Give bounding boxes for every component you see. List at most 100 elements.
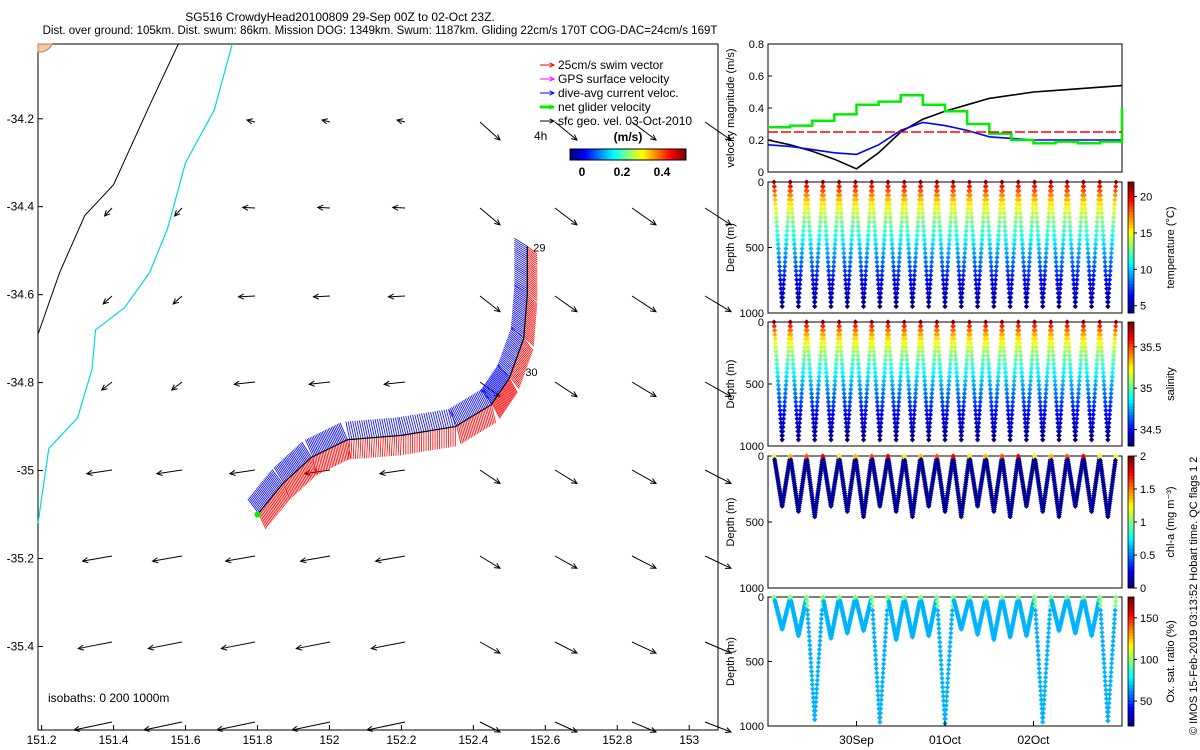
section-point [840, 237, 846, 243]
sfc-velocity-arrow [152, 555, 183, 562]
section-point [820, 188, 826, 194]
section-point [790, 223, 796, 229]
section-point [1002, 232, 1009, 238]
section-colorbar-swatch [1128, 286, 1134, 291]
section-colorbar-swatch [1128, 522, 1134, 526]
dac-vector [301, 441, 312, 458]
section-colorbar-swatch [1128, 489, 1134, 493]
dac-vector [490, 375, 503, 390]
swim-vector [525, 307, 537, 317]
section-point [1005, 277, 1011, 283]
swim-vector [301, 466, 309, 484]
swim-vector [527, 272, 538, 281]
colorbar-swatch [570, 149, 573, 160]
dac-vector [514, 246, 528, 255]
swim-vector [527, 276, 538, 285]
section-point [939, 255, 945, 261]
section-colorbar-swatch [1128, 424, 1134, 428]
section-point [975, 299, 981, 305]
section-point [977, 263, 983, 269]
colorbar-swatch [626, 149, 629, 160]
map-x-tick-label: 151.2 [27, 733, 57, 747]
colorbar-swatch [595, 149, 598, 160]
dac-vector [514, 266, 528, 275]
swim-vector [335, 445, 340, 465]
legend-gps-label: GPS surface velocity [558, 72, 669, 86]
section-colorbar-swatch [1128, 296, 1134, 301]
section-point [989, 277, 995, 283]
swim-vector [526, 301, 537, 312]
swim-vector [498, 393, 508, 409]
section-colorbar-swatch [1128, 340, 1134, 345]
dac-vector [261, 481, 273, 497]
section-colorbar-tick-label: 2 [1140, 451, 1146, 463]
section-point [849, 223, 856, 229]
dac-vector [499, 359, 512, 372]
section-point [885, 179, 891, 185]
swim-vector [347, 439, 352, 459]
map-y-tick-label: -34.4 [7, 200, 35, 214]
section-point [958, 303, 964, 309]
dac-vector [354, 420, 360, 439]
section-point [913, 250, 919, 256]
colorbar-swatch [676, 149, 679, 160]
sfc-velocity-arrowhead [383, 380, 390, 387]
section-point [981, 210, 987, 216]
sfc-velocity-arrow [704, 295, 732, 313]
swim-vector [336, 444, 341, 464]
swim-vector [505, 382, 515, 398]
section-point [993, 272, 999, 278]
sfc-velocity-arrow [73, 721, 113, 731]
section-point [937, 228, 943, 234]
sfc-velocity-arrow [234, 381, 256, 385]
section-point [960, 277, 966, 283]
section-point [914, 237, 920, 243]
section-point [861, 299, 867, 305]
swim-vector [508, 379, 517, 395]
dac-vector [463, 399, 473, 417]
section-point [833, 228, 839, 234]
dac-vector [311, 436, 320, 454]
map-x-tick-label: 152.2 [386, 733, 416, 747]
colorbar-swatch [589, 149, 592, 160]
section-colorbar-tick-label: 35 [1140, 383, 1152, 395]
section-point [988, 259, 994, 265]
dac-vector [493, 370, 506, 386]
dac-vector [277, 463, 288, 480]
day-label-30: 30 [525, 367, 537, 379]
sfc-velocity-arrow [221, 641, 256, 650]
section-point [831, 263, 837, 269]
section-point [985, 215, 991, 221]
sfc-velocity-arrowhead [387, 293, 395, 300]
swim-vector [317, 454, 322, 474]
section-colorbar-swatch [1128, 283, 1134, 288]
sfc-velocity-arrow [554, 381, 578, 397]
section-point [837, 192, 843, 198]
swim-vector [307, 460, 315, 478]
section-point [902, 197, 908, 203]
dac-vector [430, 411, 436, 430]
dac-vector [512, 303, 527, 314]
swim-vector [297, 469, 305, 487]
section-point [993, 263, 1000, 269]
swim-vector [527, 247, 538, 257]
day-label-29: 29 [533, 242, 545, 254]
section-point [991, 303, 997, 309]
section-point [1010, 263, 1016, 269]
swim-vector [526, 303, 537, 314]
map-y-tick-label: -35.4 [7, 639, 35, 653]
sfc-velocity-arrowhead [724, 648, 733, 654]
swim-vector [496, 395, 506, 411]
section-point [979, 241, 985, 247]
dac-vector [476, 391, 486, 409]
section-point [866, 223, 872, 229]
section-point [782, 263, 788, 269]
section-point [845, 290, 851, 296]
section-point [976, 286, 982, 292]
colorbar-swatch [657, 149, 660, 160]
section-y-tick-label: 500 [746, 379, 764, 391]
section-point [996, 223, 1002, 229]
swim-vector [527, 294, 538, 304]
section-colorbar-swatch [1128, 374, 1134, 379]
sfc-velocity-arrowhead [365, 725, 373, 732]
